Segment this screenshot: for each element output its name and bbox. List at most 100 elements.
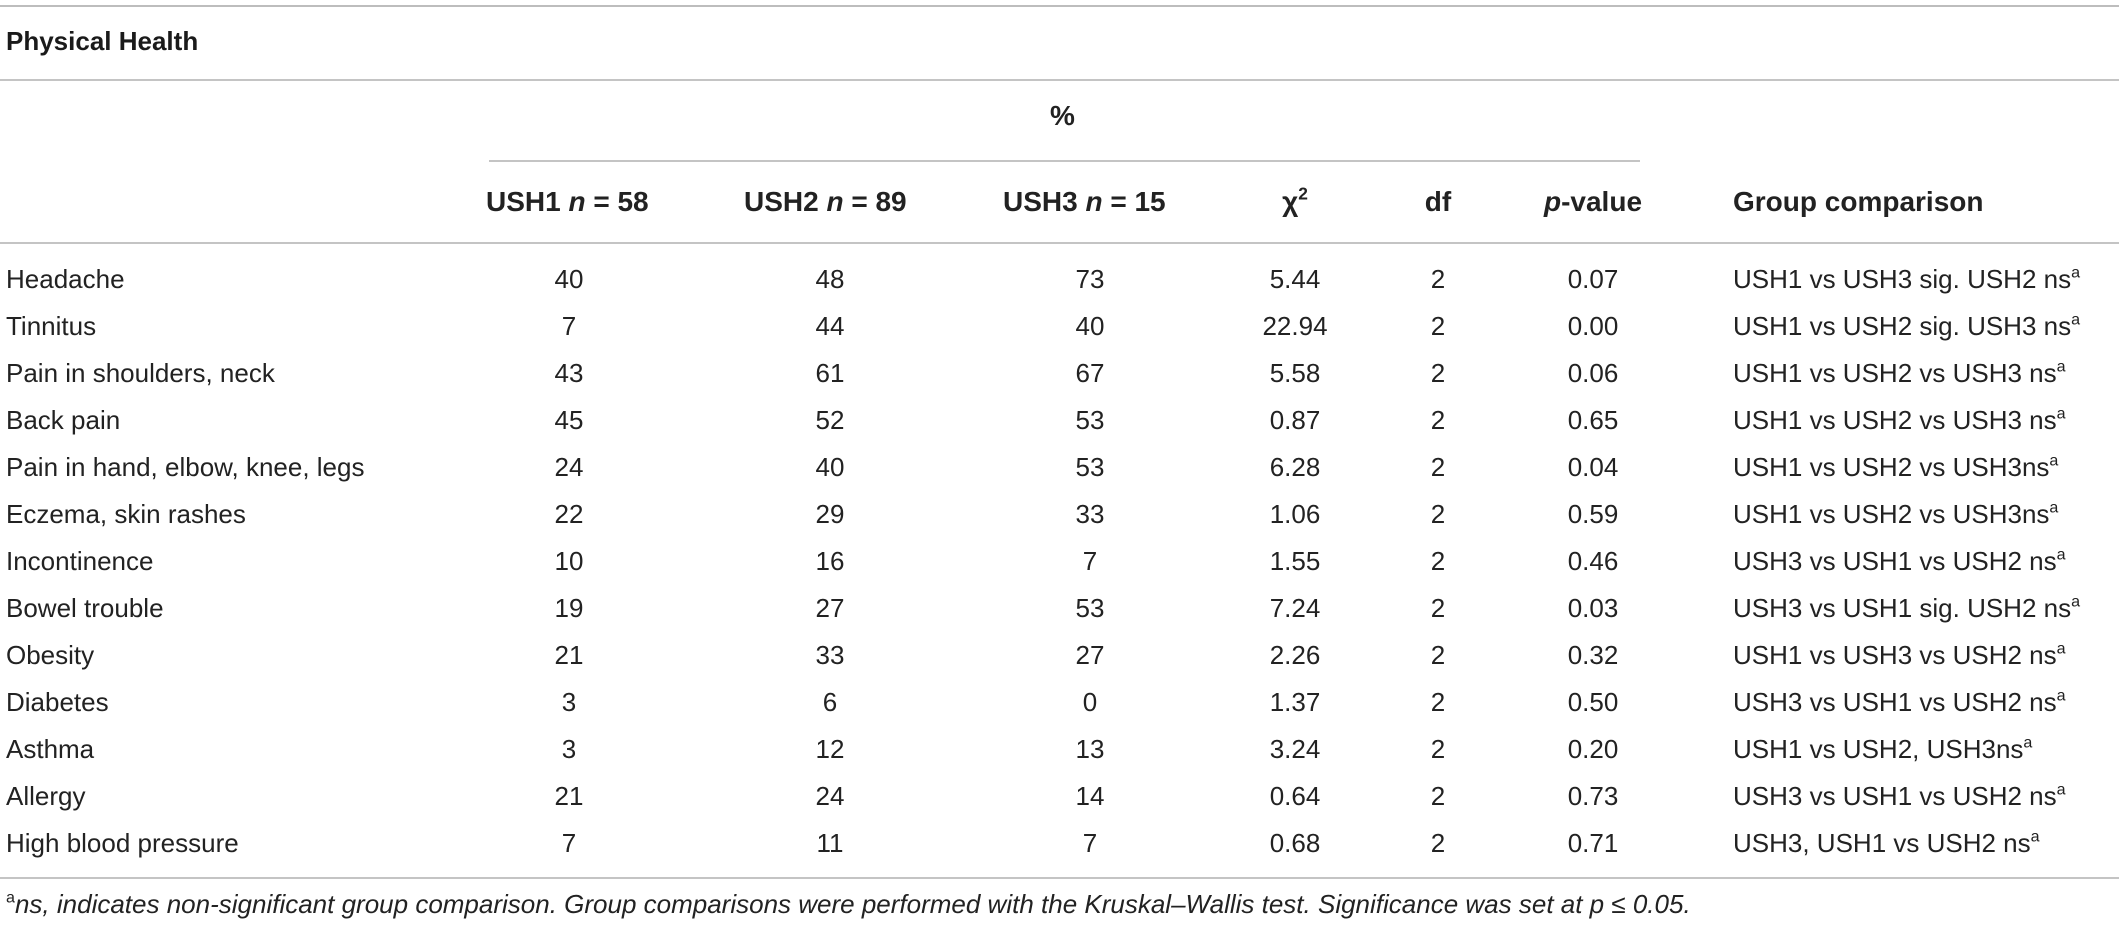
- percent-span-rule: [489, 160, 1640, 162]
- cell-group-comparison: USH3 vs USH1 sig. USH2 nsa: [1733, 592, 2081, 623]
- cell-p: 0.07: [1567, 264, 1619, 294]
- cell-ush1: 22: [554, 499, 584, 529]
- cell-group-comparison: USH1 vs USH2 vs USH3 nsa: [1733, 357, 2066, 388]
- cell-ush1: 10: [554, 546, 584, 576]
- cell-ush2: 29: [815, 499, 845, 529]
- table-row: Pain in shoulders, neck 43 61 67 5.58 2 0.06 US…: [0, 350, 2119, 397]
- cell-ush3: 53: [1075, 593, 1105, 623]
- cell-ush2: 16: [815, 546, 845, 576]
- table-row: Pain in hand, elbow, knee, legs 24 40 53 6.2…: [0, 444, 2119, 491]
- cell-ush2: 12: [815, 734, 845, 764]
- cell-df: 2: [1430, 687, 1446, 717]
- cell-p: 0.06: [1567, 358, 1619, 388]
- cell-ush1: 3: [561, 687, 577, 717]
- cell-group-comparison: USH3 vs USH1 vs USH2 nsa: [1733, 780, 2066, 811]
- table-row: Tinnitus 7 44 40 22.94 2 0.00 USH1 vs USH2 sig.…: [0, 303, 2119, 350]
- cell-ush1: 7: [561, 311, 577, 341]
- cell-ush1: 21: [554, 781, 584, 811]
- cell-chi2: 22.94: [1262, 311, 1328, 341]
- row-label: Tinnitus: [6, 311, 97, 341]
- cell-ush2: 61: [815, 358, 845, 388]
- cell-ush3: 0: [1082, 687, 1098, 717]
- cell-ush1: 24: [554, 452, 584, 482]
- cell-p: 0.32: [1567, 640, 1619, 670]
- cell-ush3: 7: [1082, 828, 1098, 858]
- cell-group-comparison: USH1 vs USH2 vs USH3 nsa: [1733, 404, 2066, 435]
- cell-chi2: 2.26: [1269, 640, 1321, 670]
- cell-chi2: 6.28: [1269, 452, 1321, 482]
- header-rule: [0, 242, 2119, 244]
- cell-ush3: 53: [1075, 452, 1105, 482]
- cell-ush1: 40: [554, 264, 584, 294]
- cell-ush2: 11: [816, 828, 844, 858]
- cell-group-comparison: USH1 vs USH2 vs USH3nsa: [1733, 451, 2059, 482]
- cell-chi2: 1.06: [1269, 499, 1321, 529]
- row-label: Incontinence: [6, 546, 154, 576]
- cell-df: 2: [1430, 358, 1446, 388]
- table-row: Asthma 3 12 13 3.24 2 0.20 USH1 vs USH2, USH3ns…: [0, 726, 2119, 773]
- cell-p: 0.03: [1567, 593, 1619, 623]
- cell-ush3: 73: [1075, 264, 1105, 294]
- header-group-comparison: Group comparison: [1733, 186, 1984, 217]
- cell-ush3: 33: [1075, 499, 1105, 529]
- cell-ush1: 43: [554, 358, 584, 388]
- cell-ush2: 27: [815, 593, 845, 623]
- cell-group-comparison: USH1 vs USH2 vs USH3nsa: [1733, 498, 2059, 529]
- cell-df: 2: [1430, 781, 1446, 811]
- cell-p: 0.50: [1567, 687, 1619, 717]
- cell-p: 0.59: [1567, 499, 1619, 529]
- row-label: Pain in hand, elbow, knee, legs: [6, 452, 365, 482]
- table-row: High blood pressure 7 11 7 0.68 2 0.71 USH3, US…: [0, 820, 2119, 867]
- cell-ush2: 44: [815, 311, 845, 341]
- cell-ush3: 53: [1075, 405, 1105, 435]
- cell-ush2: 33: [815, 640, 845, 670]
- cell-chi2: 7.24: [1269, 593, 1321, 623]
- header-ush3: USH3 n = 15: [1003, 186, 1166, 217]
- cell-ush3: 40: [1075, 311, 1105, 341]
- table-row: Headache 40 48 73 5.44 2 0.07 USH1 vs USH3 sig.…: [0, 256, 2119, 303]
- cell-group-comparison: USH3 vs USH1 vs USH2 nsa: [1733, 686, 2066, 717]
- cell-p: 0.46: [1567, 546, 1619, 576]
- table-row: Bowel trouble 19 27 53 7.24 2 0.03 USH3 vs USH1…: [0, 585, 2119, 632]
- cell-df: 2: [1430, 405, 1446, 435]
- row-label: Obesity: [6, 640, 95, 670]
- row-label: Back pain: [6, 405, 121, 435]
- cell-df: 2: [1430, 640, 1446, 670]
- header-chi2: χ2: [1282, 183, 1308, 217]
- cell-ush1: 3: [561, 734, 577, 764]
- cell-ush2: 24: [815, 781, 845, 811]
- header-df: df: [1424, 186, 1452, 217]
- cell-group-comparison: USH1 vs USH3 sig. USH2 nsa: [1733, 263, 2081, 294]
- cell-chi2: 3.24: [1269, 734, 1321, 764]
- row-label: Allergy: [6, 781, 86, 811]
- cell-chi2: 1.55: [1269, 546, 1321, 576]
- cell-ush3: 27: [1075, 640, 1105, 670]
- cell-p: 0.65: [1567, 405, 1619, 435]
- cell-ush3: 14: [1075, 781, 1105, 811]
- header-ush2: USH2 n = 89: [744, 186, 907, 217]
- cell-ush2: 52: [815, 405, 845, 435]
- cell-ush1: 19: [554, 593, 584, 623]
- table-row: Diabetes 3 6 0 1.37 2 0.50 USH3 vs USH1 vs USH2…: [0, 679, 2119, 726]
- cell-group-comparison: USH1 vs USH2 sig. USH3 nsa: [1733, 310, 2081, 341]
- table-row: Incontinence 10 16 7 1.55 2 0.46 USH3 vs USH1 v…: [0, 538, 2119, 585]
- cell-chi2: 1.37: [1269, 687, 1321, 717]
- cell-ush1: 45: [554, 405, 584, 435]
- header-p-value: p-value: [1543, 186, 1643, 217]
- cell-ush3: 67: [1075, 358, 1105, 388]
- percent-label: %: [1050, 100, 1075, 131]
- footnote: ans, indicates non-significant group com…: [6, 888, 1691, 919]
- top-rule: [0, 5, 2119, 7]
- cell-df: 2: [1430, 264, 1446, 294]
- row-label: Asthma: [6, 734, 95, 764]
- row-label: Diabetes: [6, 687, 109, 717]
- row-label: Pain in shoulders, neck: [6, 358, 275, 388]
- cell-chi2: 0.64: [1269, 781, 1321, 811]
- header-ush1: USH1 n = 58: [486, 186, 649, 217]
- table-row: Back pain 45 52 53 0.87 2 0.65 USH1 vs USH2 vs …: [0, 397, 2119, 444]
- cell-p: 0.04: [1567, 452, 1619, 482]
- cell-df: 2: [1430, 452, 1446, 482]
- cell-group-comparison: USH1 vs USH2, USH3nsa: [1733, 733, 2033, 764]
- cell-p: 0.73: [1567, 781, 1619, 811]
- cell-df: 2: [1430, 734, 1446, 764]
